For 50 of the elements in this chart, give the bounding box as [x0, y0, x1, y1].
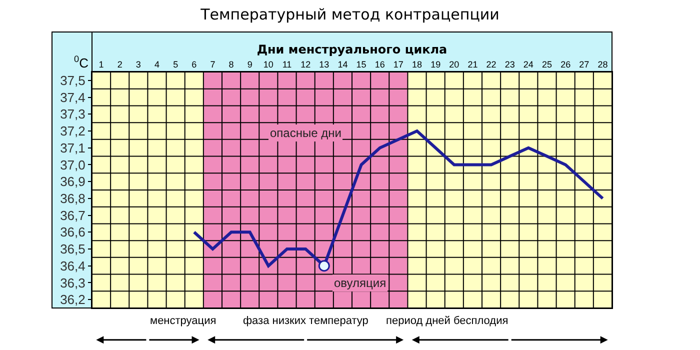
- x-tick-label: 12: [300, 59, 311, 70]
- text: менструация: [150, 315, 216, 327]
- band-label: опасные дни: [270, 126, 342, 140]
- x-tick-label: 5: [173, 59, 178, 70]
- x-tick-label: 15: [356, 59, 366, 70]
- y-tick-label: 37,3: [60, 106, 86, 122]
- x-tick-label: 20: [449, 59, 460, 70]
- x-tick-label: 16: [374, 59, 385, 70]
- x-tick-label: 23: [504, 59, 515, 70]
- x-tick-label: 8: [228, 59, 234, 70]
- y-axis-title: $^{0}$C: [74, 54, 88, 70]
- x-tick-label: 24: [523, 59, 534, 70]
- y-tick-label: 36,6: [60, 224, 86, 240]
- x-tick-label: 7: [210, 59, 216, 70]
- x-tick-label: 14: [338, 59, 348, 70]
- x-tick-label: 28: [598, 59, 608, 70]
- text: период дней бесплодия: [386, 315, 508, 327]
- x-tick-label: 26: [560, 59, 571, 70]
- y-tick-label: 37,5: [60, 72, 86, 88]
- x-tick-label: 17: [393, 59, 404, 70]
- x-tick-label: 21: [468, 59, 478, 70]
- x-tick-label: 6: [192, 59, 197, 70]
- x-tick-label: 22: [486, 59, 496, 70]
- y-tick-label: 36,7: [60, 208, 86, 223]
- x-axis-title: Дни менструального цикла: [256, 42, 448, 57]
- x-tick-label: 27: [579, 59, 590, 70]
- y-tick-label: 37,2: [60, 124, 86, 139]
- x-tick-label: 19: [430, 59, 441, 70]
- x-tick-label: 1: [98, 59, 104, 70]
- annotation: овуляция: [334, 276, 386, 290]
- x-tick-label: 4: [154, 59, 160, 70]
- y-tick-label: 36,5: [60, 242, 86, 257]
- x-tick-label: 25: [542, 59, 552, 70]
- x-tick-label: 3: [136, 59, 141, 70]
- x-tick-label: 18: [412, 59, 422, 70]
- x-tick-label: 13: [319, 59, 330, 70]
- text: фаза низких температур: [243, 315, 368, 327]
- x-tick-label: 10: [263, 59, 274, 70]
- y-tick-label: 37,0: [60, 157, 86, 172]
- y-tick-label: 37,4: [60, 90, 86, 105]
- y-tick-label: 36,4: [60, 258, 86, 274]
- chart-title: Температурный метод контрацепции: [200, 5, 500, 24]
- y-tick-label: 36,9: [60, 174, 86, 190]
- y-tick-label: 36,8: [60, 190, 86, 206]
- x-tick-label: 2: [117, 59, 122, 70]
- y-tick-label: 37,1: [60, 140, 86, 156]
- x-tick-label: 9: [247, 59, 252, 70]
- y-tick-label: 36,2: [60, 292, 86, 308]
- x-tick-label: 11: [282, 59, 292, 70]
- y-tick-label: 36,3: [60, 275, 86, 290]
